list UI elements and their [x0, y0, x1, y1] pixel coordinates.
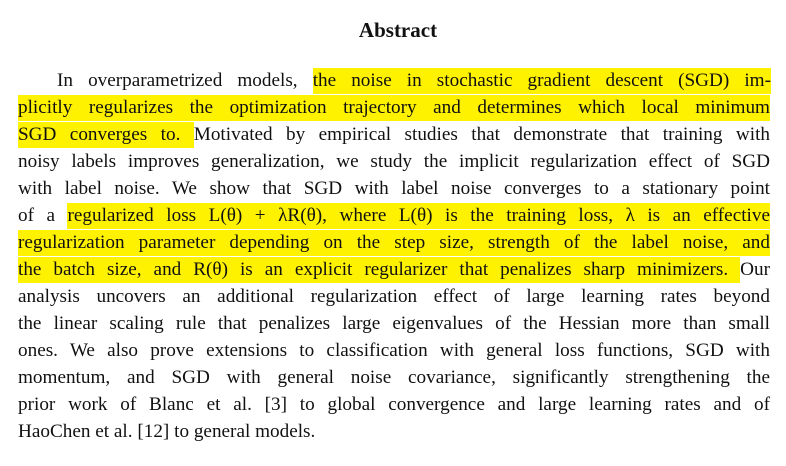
line-text: of a [18, 205, 68, 226]
abstract-line: with label noise. We show that SGD with … [18, 176, 770, 202]
abstract-line: noisy labels improves generalization, we… [18, 149, 770, 175]
line-text: noisy labels improves generalization, we… [18, 151, 770, 172]
highlighted-text: plicitly regularizes the optimization tr… [18, 95, 770, 121]
abstract-line: analysis uncovers an additional regulari… [18, 284, 770, 310]
line-text: with label noise. We show that SGD with … [18, 178, 770, 199]
abstract-line: ones. We also prove extensions to classi… [18, 338, 770, 364]
abstract-line: the linear scaling rule that penalizes l… [18, 311, 770, 337]
abstract-line: SGD converges to. Motivated by empirical… [18, 122, 770, 148]
abstract-heading: Abstract [358, 18, 438, 42]
abstract-line: of a regularized loss L(θ) + λR(θ), wher… [18, 203, 770, 229]
abstract-line: momentum, and SGD with general noise cov… [18, 365, 770, 391]
highlighted-text: the noise in stochastic gradient descent… [312, 68, 771, 94]
highlighted-text: regularized loss L(θ) + λR(θ), where L(θ… [67, 203, 770, 229]
highlighted-text: SGD converges to. [18, 122, 194, 148]
line-text: ones. We also prove extensions to classi… [18, 340, 770, 361]
abstract-line: plicitly regularizes the optimization tr… [18, 95, 770, 121]
highlighted-text: regularization parameter depending on th… [18, 230, 770, 256]
line-text: HaoChen et al. [12] to general models. [18, 421, 316, 442]
highlighted-text: the batch size, and R(θ) is an explicit … [18, 257, 741, 283]
abstract-line: regularization parameter depending on th… [18, 230, 770, 256]
line-text: analysis uncovers an additional regulari… [18, 286, 770, 307]
abstract-line: In overparametrized models, the noise in… [57, 68, 771, 94]
line-text: the linear scaling rule that penalizes l… [18, 313, 770, 334]
abstract-line: the batch size, and R(θ) is an explicit … [18, 257, 770, 283]
line-text: In overparametrized models, [57, 70, 313, 91]
abstract-line: prior work of Blanc et al. [3] to global… [18, 392, 770, 418]
line-text: Motivated by empirical studies that demo… [193, 124, 770, 145]
line-text: prior work of Blanc et al. [3] to global… [18, 394, 770, 415]
line-text: momentum, and SGD with general noise cov… [18, 367, 770, 388]
line-text: Our [740, 259, 770, 280]
abstract-line: HaoChen et al. [12] to general models. [18, 419, 315, 445]
